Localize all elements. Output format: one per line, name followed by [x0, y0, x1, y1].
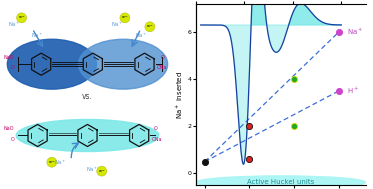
Point: [291, 78, 297, 81]
Text: O: O: [11, 136, 15, 142]
Text: O: O: [153, 126, 157, 131]
Ellipse shape: [7, 39, 96, 89]
Text: e$^-$: e$^-$: [18, 15, 25, 21]
Text: vs.: vs.: [82, 92, 93, 101]
Y-axis label: Na$^+$ inserted: Na$^+$ inserted: [175, 70, 185, 119]
Circle shape: [97, 166, 107, 176]
Text: Na$^+$: Na$^+$: [8, 21, 21, 29]
Ellipse shape: [16, 119, 159, 152]
Text: H$^+$: H$^+$: [347, 86, 359, 96]
Point: [247, 158, 253, 161]
Text: ONa: ONa: [152, 136, 162, 142]
Text: Active Huckel units: Active Huckel units: [247, 179, 314, 185]
Text: Na$^+$: Na$^+$: [135, 31, 147, 40]
Circle shape: [47, 157, 57, 167]
Point: [202, 160, 208, 163]
Text: e$^-$: e$^-$: [98, 168, 106, 174]
Text: Na$^+$: Na$^+$: [31, 31, 44, 40]
Text: Na$^+$: Na$^+$: [87, 165, 99, 174]
Text: Na$^+$: Na$^+$: [112, 21, 124, 29]
Text: NaO: NaO: [4, 126, 14, 131]
Point: [247, 125, 253, 128]
Text: e$^-$: e$^-$: [48, 159, 56, 166]
Text: Na$^+$: Na$^+$: [54, 158, 67, 167]
Text: e$^-$: e$^-$: [146, 23, 154, 30]
Text: e$^-$: e$^-$: [121, 15, 129, 21]
Text: ONa: ONa: [157, 65, 167, 70]
Circle shape: [16, 13, 26, 23]
Point: [336, 89, 342, 92]
Point: [336, 31, 342, 34]
Point: [291, 125, 297, 128]
Ellipse shape: [196, 176, 366, 189]
Text: NaO: NaO: [4, 55, 14, 60]
Circle shape: [145, 22, 155, 32]
Text: Na$^+$: Na$^+$: [347, 27, 363, 37]
Text: O: O: [160, 55, 164, 60]
Ellipse shape: [79, 39, 168, 89]
Text: O: O: [11, 65, 15, 70]
Circle shape: [120, 13, 130, 23]
